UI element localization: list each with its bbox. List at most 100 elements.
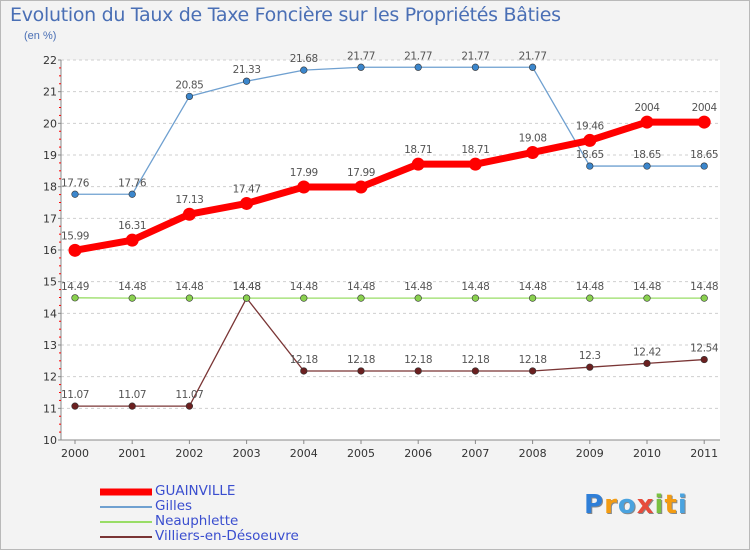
data-label: 12.42 — [633, 346, 661, 358]
data-label: 17.76 — [118, 177, 147, 189]
legend-item: Neauphlette — [100, 514, 330, 529]
data-point — [471, 63, 480, 71]
data-label: 14.48 — [404, 281, 432, 293]
proxiti-logo: Proxiti — [584, 490, 688, 520]
legend-swatch — [100, 520, 152, 523]
data-point — [643, 162, 651, 170]
data-point — [185, 92, 193, 101]
data-label: 14.48 — [175, 281, 203, 293]
y-tick-label: 10 — [43, 434, 57, 447]
data-point — [700, 294, 708, 302]
legend-swatch — [100, 505, 152, 508]
data-point — [243, 294, 251, 302]
legend-item: Villiers-en-Désoeuvre — [100, 529, 330, 544]
data-point — [700, 162, 708, 170]
data-label: 17.47 — [233, 183, 261, 195]
data-point — [300, 367, 308, 375]
data-label: 12.18 — [347, 354, 375, 366]
data-label: 14.48 — [118, 281, 146, 293]
data-label: 14.48 — [690, 281, 718, 293]
data-point — [528, 294, 537, 302]
x-tick-label: 2007 — [461, 447, 489, 460]
data-point — [125, 233, 139, 247]
data-point — [128, 402, 136, 410]
data-label: 17.99 — [347, 167, 375, 179]
data-point — [526, 145, 540, 159]
y-tick-label: 19 — [43, 149, 57, 162]
data-label: 19.08 — [519, 132, 547, 144]
data-point — [643, 294, 651, 302]
x-tick-label: 2011 — [690, 447, 718, 460]
y-tick-label: 21 — [43, 86, 57, 99]
data-label: 18.71 — [404, 144, 432, 156]
x-tick-label: 2004 — [290, 447, 318, 460]
data-point — [185, 294, 193, 302]
data-label: 21.33 — [233, 64, 261, 76]
data-point — [128, 294, 136, 302]
data-point — [128, 190, 136, 198]
legend-label: Villiers-en-Désoeuvre — [155, 528, 299, 544]
data-label: 18.71 — [461, 144, 489, 156]
data-point — [297, 180, 311, 194]
data-point — [528, 367, 537, 375]
data-point — [243, 77, 251, 85]
data-point — [640, 115, 654, 129]
data-label: 14.48 — [290, 281, 318, 293]
data-point — [468, 157, 482, 171]
data-label: 21.77 — [347, 50, 375, 62]
x-tick-label: 2006 — [404, 447, 432, 460]
x-tick-label: 2010 — [633, 447, 661, 460]
data-point — [414, 294, 422, 302]
y-tick-label: 16 — [43, 244, 57, 257]
data-point — [71, 402, 79, 410]
data-label: 11.07 — [61, 389, 89, 401]
x-tick-label: 2002 — [175, 447, 203, 460]
legend-swatch — [100, 488, 152, 495]
legend-item: Gilles — [100, 499, 330, 514]
data-point — [357, 63, 365, 71]
y-tick-label: 13 — [43, 339, 57, 352]
data-point — [471, 294, 480, 302]
data-point — [700, 355, 708, 364]
legend-label: GUAINVILLE — [155, 483, 236, 499]
data-label: 12.54 — [690, 343, 719, 355]
data-label: 14.48 — [576, 281, 604, 293]
data-label: 19.46 — [576, 120, 605, 132]
data-label: 18.65 — [633, 149, 661, 161]
chart-subtitle: (en %) — [24, 30, 57, 42]
data-label: 16.31 — [118, 220, 146, 232]
data-point — [300, 294, 308, 302]
data-label: 14.48 — [233, 281, 261, 293]
data-point — [471, 367, 480, 375]
data-label: 14.48 — [233, 281, 261, 293]
x-tick-label: 2000 — [61, 447, 89, 460]
data-point — [357, 367, 365, 375]
y-tick-label: 18 — [43, 181, 57, 194]
data-label: 12.3 — [579, 350, 601, 362]
data-label: 17.76 — [61, 177, 90, 189]
series-line-guainville — [71, 118, 708, 254]
data-point — [583, 133, 597, 147]
data-label: 2004 — [692, 102, 718, 114]
data-point — [697, 115, 711, 129]
data-point — [71, 294, 79, 302]
data-point — [643, 359, 651, 367]
y-tick-label: 17 — [43, 212, 57, 225]
series-line-gilles — [74, 66, 705, 195]
data-label: 12.18 — [290, 354, 318, 366]
data-label: 15.99 — [61, 230, 89, 242]
y-tick-label: 20 — [43, 117, 57, 130]
legend-item: GUAINVILLE — [100, 484, 330, 499]
chart-legend: GUAINVILLE Gilles Neauphlette Villiers-en-D… — [100, 484, 330, 544]
data-point — [357, 294, 365, 302]
data-label: 17.99 — [290, 167, 318, 179]
y-tick-label: 12 — [43, 371, 57, 384]
data-point — [528, 63, 537, 71]
x-tick-label: 2003 — [233, 447, 261, 460]
data-point — [411, 157, 425, 171]
data-label: 2004 — [634, 102, 660, 114]
data-point — [586, 162, 594, 170]
data-label: 20.85 — [175, 79, 203, 91]
data-label: 21.77 — [519, 50, 547, 62]
